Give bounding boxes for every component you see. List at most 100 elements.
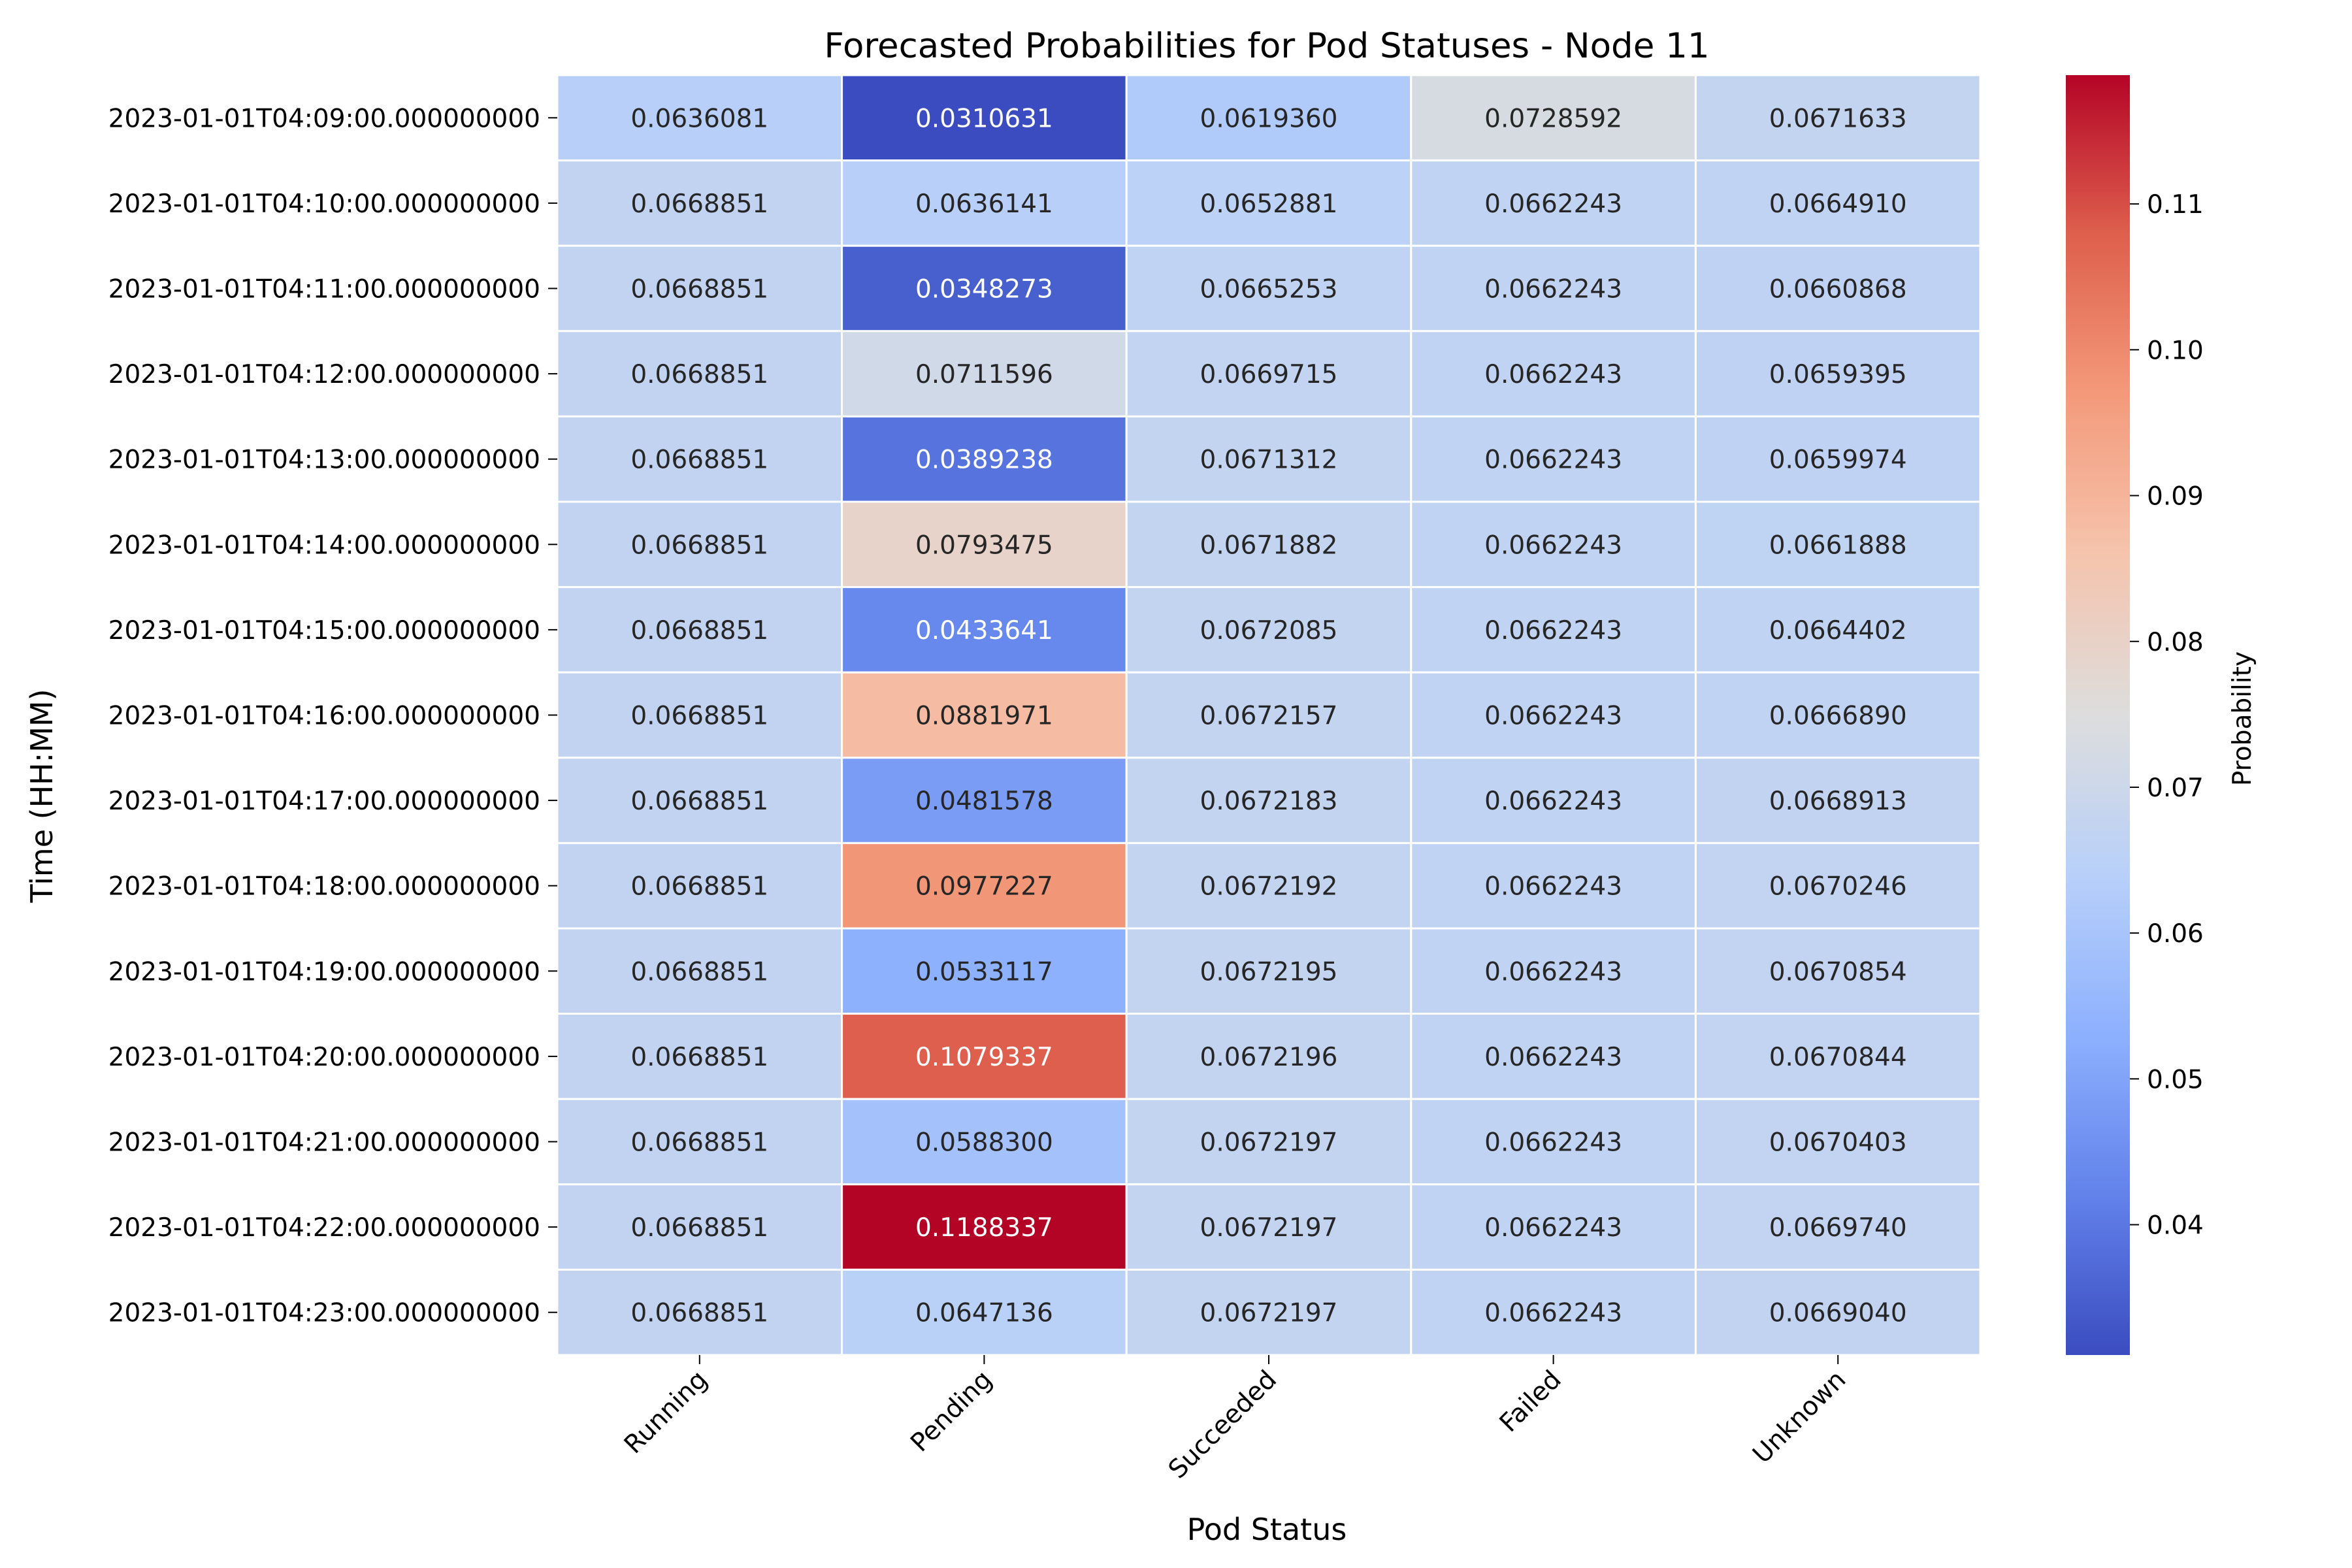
y-tick-label: 2023-01-01T04:10:00.000000000 xyxy=(108,189,540,219)
heatmap-cell xyxy=(1410,1183,1697,1271)
heatmap-cell xyxy=(1125,159,1413,247)
heatmap-cell xyxy=(1125,500,1413,589)
y-tick-label: 2023-01-01T04:20:00.000000000 xyxy=(108,1043,540,1072)
heatmap-cell xyxy=(556,159,843,247)
heatmap-cell xyxy=(1694,757,1982,844)
cell-value-label: 0.0668913 xyxy=(1769,787,1907,816)
cell-value-label: 0.0670403 xyxy=(1769,1128,1907,1158)
cell-value-label: 0.0671312 xyxy=(1200,446,1338,475)
y-tick-label: 2023-01-01T04:18:00.000000000 xyxy=(108,872,540,902)
heatmap-cell xyxy=(1694,841,1982,930)
cell-value-label: 0.0481578 xyxy=(915,787,1053,816)
cell-value-label: 0.0668851 xyxy=(630,1299,768,1328)
heatmap-cell xyxy=(1125,671,1413,759)
heatmap-cell xyxy=(556,671,843,759)
cell-value-label: 0.0662243 xyxy=(1484,1213,1622,1243)
cell-value-label: 0.0662243 xyxy=(1484,275,1622,304)
heatmap-cells: 0.0636081 0.0310631 0.0619360 0.0728592 0.06… xyxy=(556,74,1982,1356)
cell-value-label: 0.0665253 xyxy=(1200,275,1338,304)
cell-value-label: 0.0672195 xyxy=(1200,957,1338,987)
colorbar-tick-label: 0.08 xyxy=(2147,628,2204,657)
colorbar-tick-label: 0.04 xyxy=(2147,1211,2204,1241)
cell-value-label: 0.0636081 xyxy=(630,104,768,133)
cell-value-label: 0.0647136 xyxy=(915,1299,1053,1328)
heatmap-cell xyxy=(1125,1268,1413,1356)
cell-value-label: 0.0636141 xyxy=(915,189,1053,219)
cell-value-label: 0.0662243 xyxy=(1484,1043,1622,1072)
cell-value-label: 0.0670246 xyxy=(1769,872,1907,902)
cell-value-label: 0.0668851 xyxy=(630,1128,768,1158)
cell-value-label: 0.0652881 xyxy=(1200,189,1338,219)
cell-value-label: 0.0660868 xyxy=(1769,275,1907,304)
heatmap-cell xyxy=(556,586,843,674)
heatmap-cell xyxy=(841,671,1128,759)
cell-value-label: 0.0672197 xyxy=(1200,1213,1338,1243)
cell-value-label: 0.0389238 xyxy=(915,446,1053,475)
cell-value-label: 0.0666890 xyxy=(1769,702,1907,731)
heatmap-cell xyxy=(556,1183,843,1271)
heatmap-cell xyxy=(1694,1098,1982,1186)
y-tick-label: 2023-01-01T04:19:00.000000000 xyxy=(108,957,540,987)
x-tick-label: Pending xyxy=(905,1365,998,1458)
heatmap-cell xyxy=(1410,671,1697,759)
cell-value-label: 0.0669715 xyxy=(1200,360,1338,389)
heatmap-cell xyxy=(841,757,1128,844)
heatmap-cell xyxy=(1694,927,1982,1015)
cell-value-label: 0.0533117 xyxy=(915,957,1053,987)
colorbar-tick-label: 0.09 xyxy=(2147,482,2204,512)
heatmap-cell xyxy=(1694,244,1982,333)
heatmap-cell xyxy=(556,1013,843,1100)
heatmap-cell xyxy=(841,1183,1128,1271)
cell-value-label: 0.0672197 xyxy=(1200,1128,1338,1158)
cell-value-label: 0.0671633 xyxy=(1769,104,1907,133)
y-tick-label: 2023-01-01T04:16:00.000000000 xyxy=(108,702,540,731)
cell-value-label: 0.0662243 xyxy=(1484,446,1622,475)
cell-value-label: 0.0793475 xyxy=(915,531,1053,560)
colorbar-tick-label: 0.05 xyxy=(2147,1065,2204,1094)
heatmap-cell xyxy=(841,74,1128,162)
heatmap-cell xyxy=(841,841,1128,930)
heatmap-cell xyxy=(841,500,1128,589)
y-tick-label: 2023-01-01T04:17:00.000000000 xyxy=(108,787,540,816)
y-axis-title: Time (HH:MM) xyxy=(24,689,59,903)
cell-value-label: 0.0668851 xyxy=(630,787,768,816)
cell-value-label: 0.0672196 xyxy=(1200,1043,1338,1072)
cell-value-label: 0.0668851 xyxy=(630,872,768,902)
y-tick-label: 2023-01-01T04:21:00.000000000 xyxy=(108,1128,540,1158)
x-tick-label: Running xyxy=(619,1365,713,1460)
cell-value-label: 0.0669740 xyxy=(1769,1213,1907,1243)
cell-value-label: 0.0711596 xyxy=(915,360,1053,389)
heatmap-cell xyxy=(1410,927,1697,1015)
cell-value-label: 0.0669040 xyxy=(1769,1299,1907,1328)
cell-value-label: 0.0310631 xyxy=(915,104,1053,133)
cell-value-label: 0.0662243 xyxy=(1484,360,1622,389)
cell-value-label: 0.1188337 xyxy=(915,1213,1053,1243)
heatmap-cell xyxy=(1694,330,1982,417)
heatmap-cell xyxy=(1694,1183,1982,1271)
cell-value-label: 0.1079337 xyxy=(915,1043,1053,1072)
y-tick-label: 2023-01-01T04:15:00.000000000 xyxy=(108,616,540,645)
cell-value-label: 0.0672085 xyxy=(1200,616,1338,645)
heatmap-cell xyxy=(1694,415,1982,503)
cell-value-label: 0.0664910 xyxy=(1769,189,1907,219)
heatmap-cell xyxy=(556,74,843,162)
cell-value-label: 0.0668851 xyxy=(630,446,768,475)
cell-value-label: 0.0728592 xyxy=(1484,104,1622,133)
colorbar-label: Probability xyxy=(2228,651,2257,786)
chart-title: Forecasted Probabilities for Pod Statuse… xyxy=(824,26,1709,66)
cell-value-label: 0.0668851 xyxy=(630,189,768,219)
cell-value-label: 0.0662243 xyxy=(1484,1128,1622,1158)
cell-value-label: 0.0662243 xyxy=(1484,702,1622,731)
x-axis-title: Pod Status xyxy=(1187,1512,1347,1547)
heatmap-cell xyxy=(556,1098,843,1186)
cell-value-label: 0.0348273 xyxy=(915,275,1053,304)
heatmap-cell xyxy=(1410,500,1697,589)
cell-value-label: 0.0662243 xyxy=(1484,189,1622,219)
heatmap-cell xyxy=(841,1268,1128,1356)
heatmap-cell xyxy=(1125,757,1413,844)
cell-value-label: 0.0977227 xyxy=(915,872,1053,902)
cell-value-label: 0.0672157 xyxy=(1200,702,1338,731)
heatmap-cell xyxy=(1410,244,1697,333)
